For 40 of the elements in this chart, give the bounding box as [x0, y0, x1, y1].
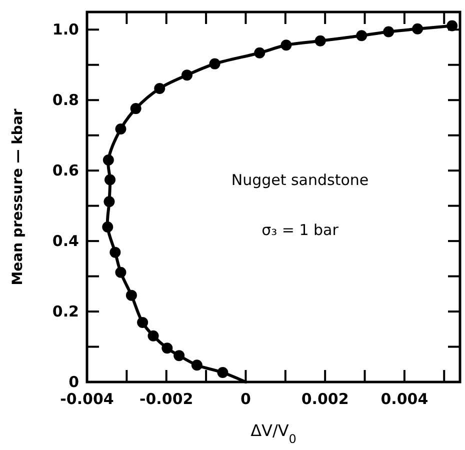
x-tick-label: 0.002 [301, 390, 349, 408]
point [254, 47, 266, 58]
point [110, 246, 121, 258]
point [102, 221, 114, 232]
point [102, 154, 114, 166]
y-tick-label: 0.6 [52, 162, 79, 180]
x-tick-label: -0.004 [60, 390, 114, 408]
point [115, 266, 126, 278]
point [191, 360, 202, 371]
y-tick-label: 0.8 [52, 91, 79, 110]
point [115, 123, 126, 134]
point [446, 20, 458, 32]
point [126, 290, 137, 301]
y-tick-label: 0 [68, 373, 79, 391]
point [137, 316, 148, 328]
point [154, 82, 166, 94]
point [162, 342, 173, 354]
point [104, 196, 115, 208]
point [181, 70, 192, 81]
y-tick-label: 0.4 [52, 232, 79, 250]
x-tick-label: 0.004 [380, 390, 428, 408]
x-tick-label: 0 [240, 390, 251, 408]
y-axis-title: Mean pressure — kbar [10, 108, 26, 286]
point [174, 350, 185, 362]
y-tick-label: 0.2 [52, 302, 79, 321]
y-tick-label: 1.0 [52, 20, 79, 39]
point [104, 174, 116, 186]
point [217, 366, 228, 378]
point [280, 40, 292, 51]
point [209, 58, 220, 70]
x-axis-title: ΔV/V$_{0}$ [250, 421, 296, 446]
point [383, 26, 394, 38]
annotation: Nugget sandstone [231, 171, 369, 189]
x-tick-label: -0.002 [140, 390, 194, 408]
annotation: σ₃ = 1 bar [262, 221, 340, 239]
point [356, 30, 368, 42]
point [130, 103, 142, 114]
point [314, 35, 326, 46]
point [148, 330, 159, 342]
point [412, 23, 424, 34]
